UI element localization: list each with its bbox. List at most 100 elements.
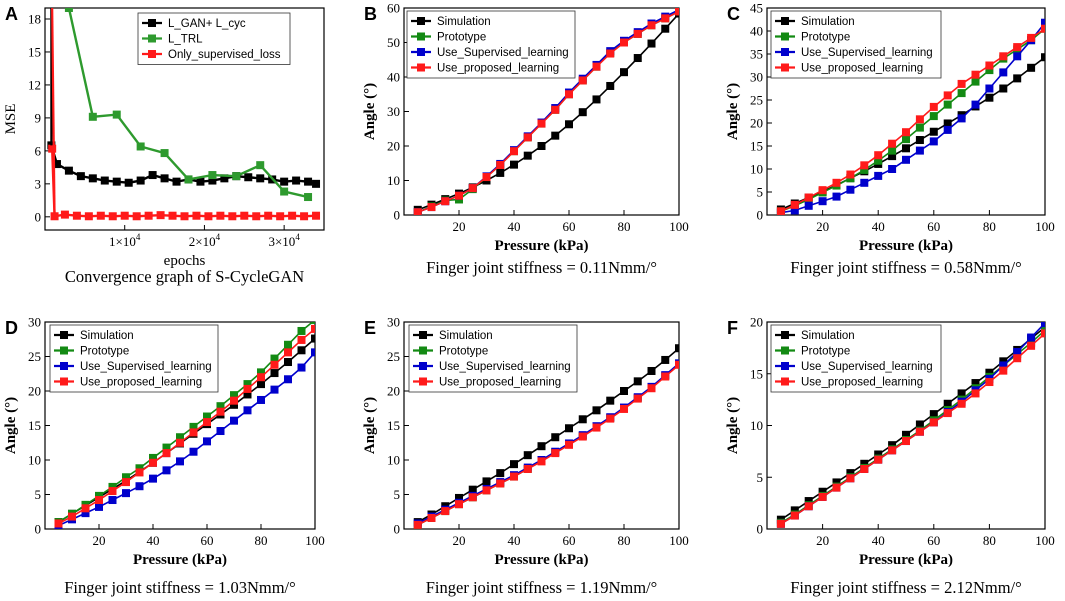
legend-marker [148, 19, 156, 27]
data-point [149, 458, 157, 467]
legend-box [408, 324, 578, 393]
data-point [135, 464, 144, 473]
data-point [100, 176, 109, 185]
data-point [943, 100, 952, 109]
x-tick-label: 20 [453, 219, 466, 234]
data-point [578, 432, 587, 441]
panel-letter: A [5, 4, 18, 24]
y-tick-label: 20 [28, 384, 41, 399]
y-axis-title: MSE [3, 104, 19, 135]
data-point [523, 133, 532, 142]
data-point [148, 171, 157, 180]
data-point [84, 212, 93, 221]
data-point [999, 84, 1008, 93]
data-point [620, 404, 628, 413]
y-axis-title: Angle (°) [725, 397, 741, 454]
data-point [874, 455, 883, 464]
data-point [510, 160, 518, 169]
data-point [818, 487, 827, 496]
data-point [860, 459, 869, 468]
legend-box [770, 324, 942, 393]
data-point [311, 324, 315, 333]
y-tick-label: 20 [750, 116, 763, 131]
legend-label: Simulation [801, 330, 855, 342]
legend-label: Simulation [801, 16, 855, 28]
chart-panel-b: B 0 10 20 30 40 50 60 20 40 60 80 100 Pressure (kPa) A… [362, 1, 689, 278]
y-tick-label: 45 [750, 1, 763, 16]
data-point [257, 395, 265, 404]
data-point [915, 115, 924, 124]
chart-caption: Convergence graph of S-CycleGAN [65, 267, 304, 286]
data-point [122, 473, 130, 482]
x-tick-label: 40 [508, 533, 521, 548]
data-point [888, 146, 897, 155]
data-point [1013, 52, 1022, 61]
data-point [192, 211, 201, 220]
data-point [633, 54, 642, 63]
legend-label: Use_Supervised_learning [801, 361, 933, 373]
y-tick-label: 15 [387, 418, 400, 433]
data-point [606, 81, 615, 90]
data-point [790, 506, 799, 515]
data-point [832, 478, 841, 487]
data-point [297, 363, 306, 372]
data-point [929, 410, 938, 419]
data-point [943, 399, 952, 408]
y-tick-label: 0 [394, 522, 401, 537]
data-point [252, 212, 261, 221]
data-point [149, 474, 157, 483]
data-point [441, 507, 450, 516]
data-point [888, 152, 897, 161]
data-point [999, 361, 1008, 370]
data-point [482, 477, 491, 486]
data-point [565, 120, 573, 129]
series-use-proposed-learning [54, 324, 315, 528]
data-point [257, 368, 265, 377]
data-point [818, 492, 827, 501]
legend-marker [417, 17, 425, 25]
series-group [47, 8, 321, 221]
x-tick-label: 40 [147, 533, 160, 548]
legend: Simulation Prototype Use_Supervised_learni… [770, 324, 942, 393]
legend-item-simulation: Simulation [775, 16, 855, 28]
legend-label: L_GAN+ L_cyc [168, 18, 246, 30]
legend-label: Use_Supervised_learning [437, 47, 569, 59]
y-tick-label: 15 [750, 139, 763, 154]
legend-item-prototype: Prototype [775, 346, 850, 358]
y-axis-title: Angle (°) [362, 397, 378, 454]
data-point [270, 385, 279, 394]
data-point [790, 511, 799, 520]
legend-item-use-proposed-learning: Use_proposed_learning [775, 377, 923, 389]
x-tick-label: 60 [201, 533, 214, 548]
data-point [985, 61, 994, 70]
series-use-proposed-learning [413, 360, 679, 529]
legend-label: L_TRL [168, 34, 203, 46]
data-point [915, 123, 924, 132]
legend-box [137, 12, 291, 65]
y-tick-label: 0 [757, 208, 764, 223]
y-tick-label: 15 [750, 366, 763, 381]
y-tick-label: 20 [750, 315, 763, 330]
legend-marker [417, 48, 425, 56]
legend-label: Simulation [80, 330, 134, 342]
y-tick-label: 15 [28, 418, 41, 433]
data-point [776, 207, 785, 215]
legend-label: Use_Supervised_learning [80, 361, 212, 373]
data-point [620, 68, 628, 77]
data-point [204, 212, 213, 221]
legend-marker [781, 32, 789, 41]
data-point [846, 170, 855, 179]
x-axis-title: Pressure (kPa) [494, 552, 588, 568]
data-point [230, 400, 238, 409]
plot-frame [766, 7, 1046, 216]
data-point [256, 161, 265, 170]
data-point [915, 146, 924, 155]
data-point [1041, 322, 1045, 328]
data-point [284, 348, 292, 357]
y-tick-label: 20 [387, 139, 400, 154]
data-point [216, 427, 225, 436]
y-tick-label: 40 [387, 70, 400, 85]
chart-caption: Finger joint stiffness = 0.58Nmm/° [790, 258, 1021, 277]
data-point [888, 139, 897, 148]
